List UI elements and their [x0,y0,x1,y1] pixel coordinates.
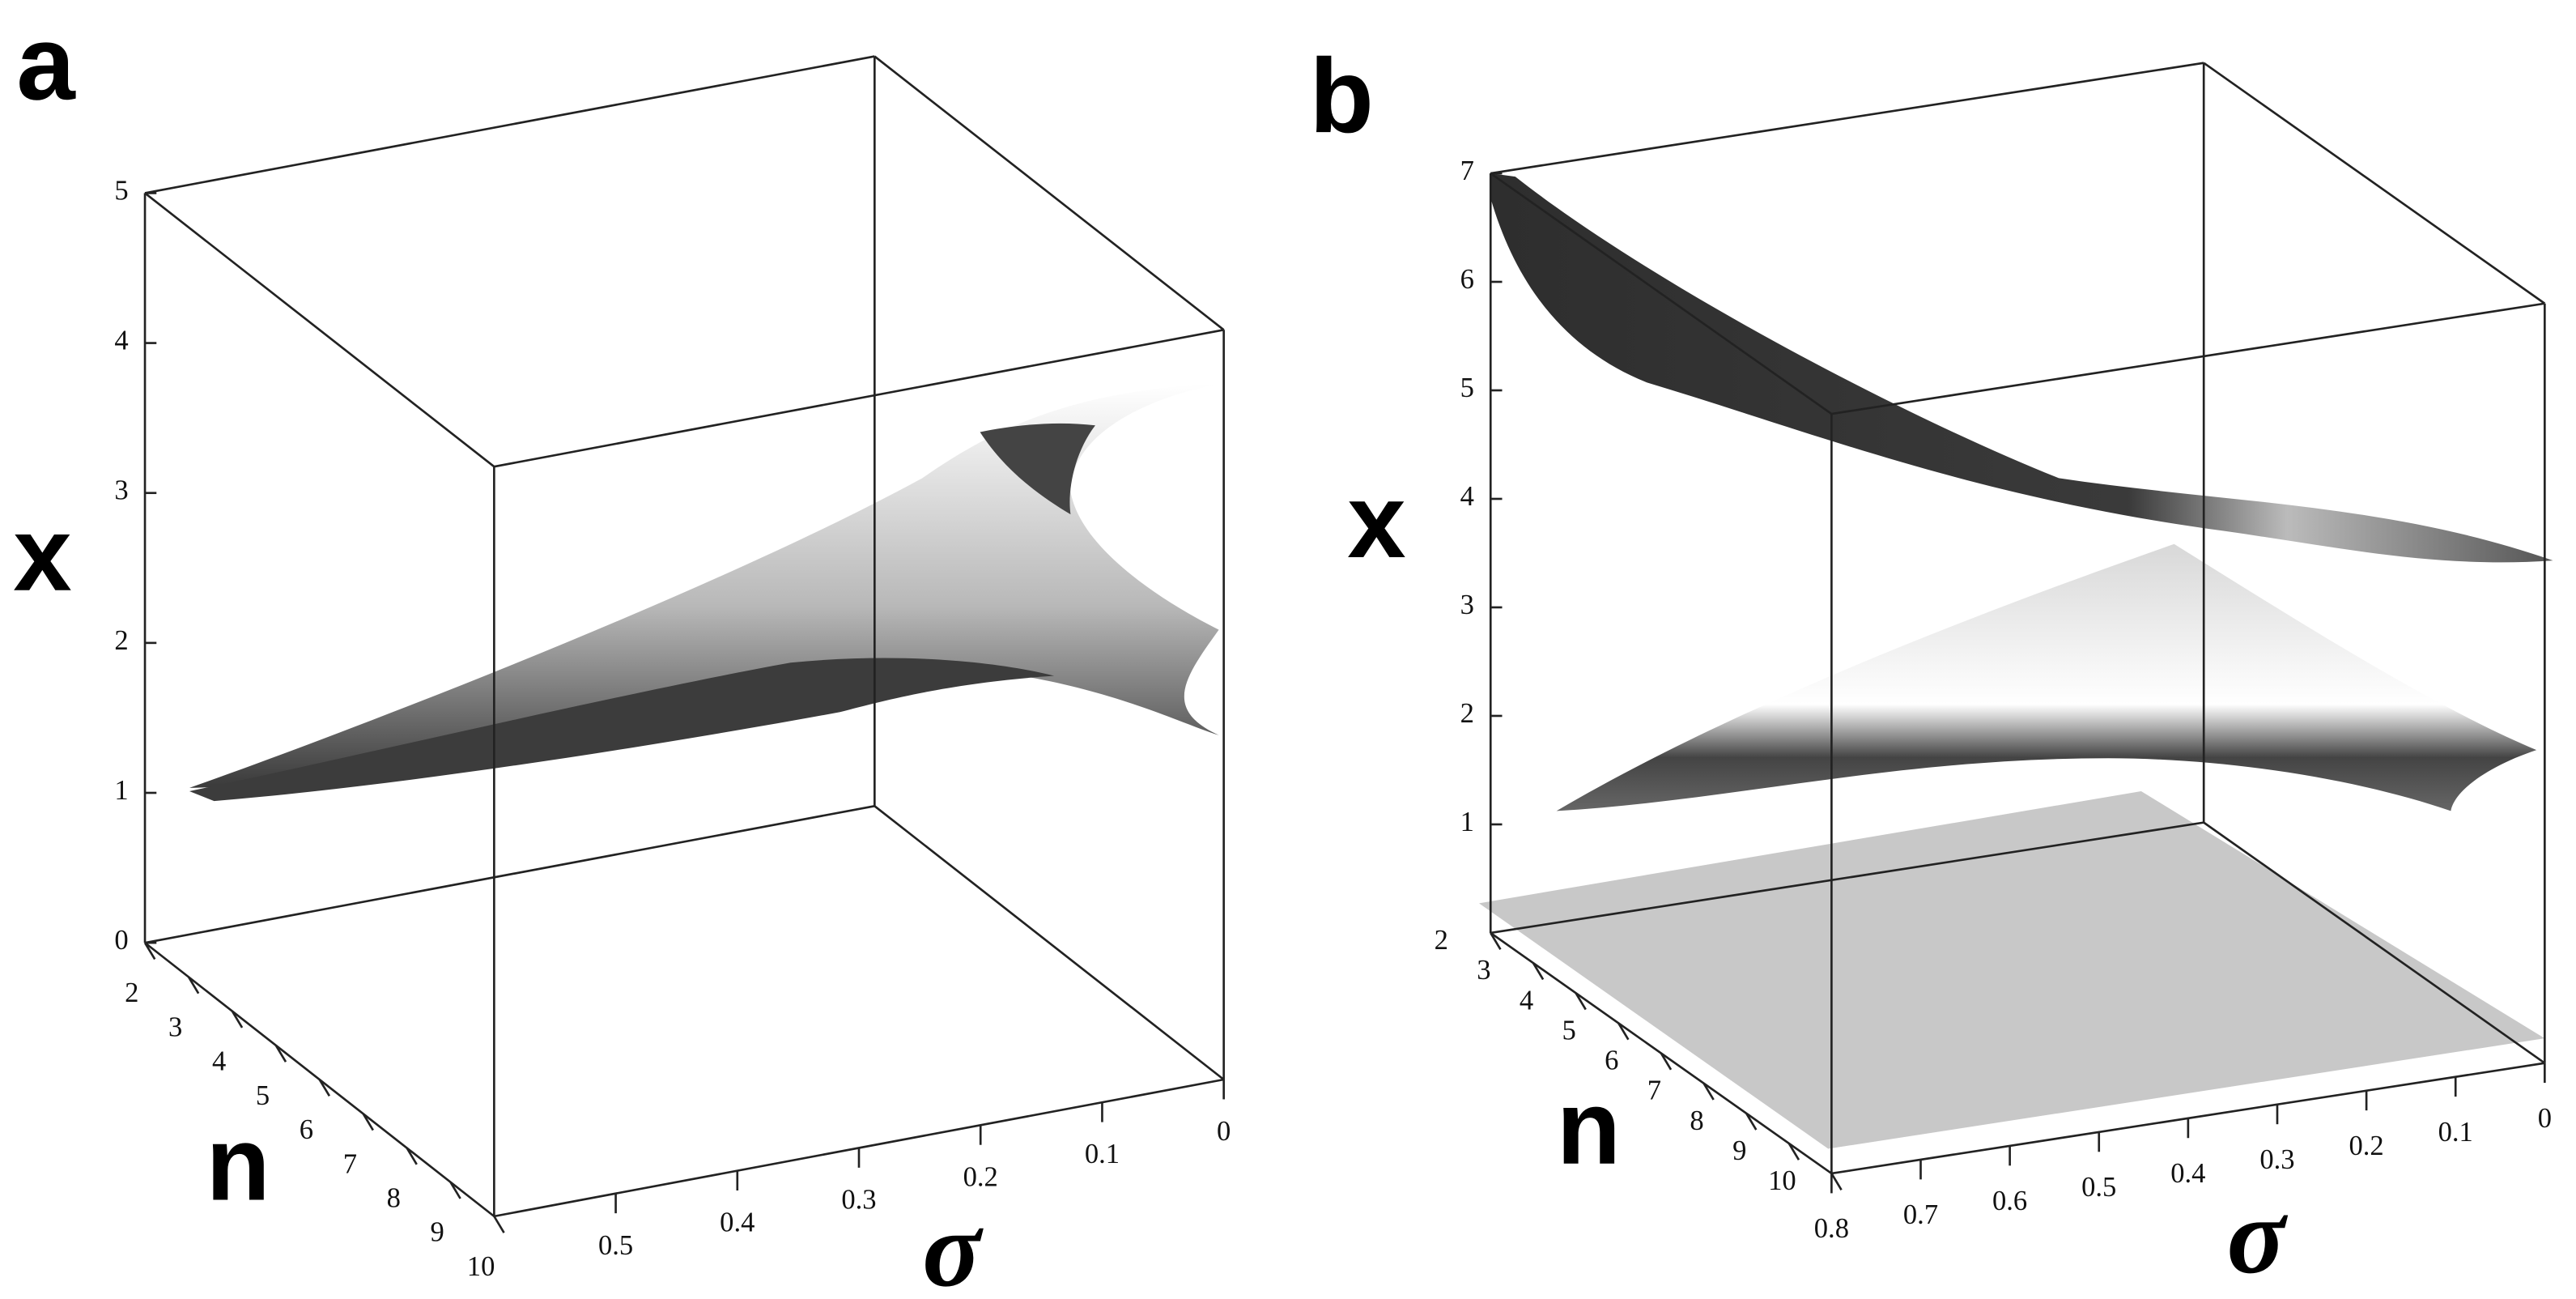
sigma-tick-label: 0.5 [2081,1172,2116,1203]
n-tick-label: 6 [300,1114,313,1145]
box-edge [2203,821,2546,1064]
box-edge [144,192,495,468]
n-tick [1617,1022,1630,1041]
surface [189,384,1219,788]
n-tick-label: 10 [467,1251,495,1282]
n-tick [231,1010,244,1029]
n-tick-label: 7 [343,1148,357,1179]
z-tick-label: 5 [1460,373,1474,403]
z-axis-title: x [13,495,71,613]
z-tick-label: 4 [1460,481,1474,512]
z-tick-label: 0 [114,925,128,956]
box-edge [2203,62,2546,305]
z-tick-label: 3 [114,475,128,506]
box-edge [144,804,875,944]
n-tick-label: 9 [431,1217,444,1248]
n-tick [406,1147,418,1165]
n-axis-title: n [206,1105,270,1223]
sigma-tick-label: 0.3 [841,1185,876,1216]
plane [1479,790,2545,1149]
sigma-axis-title: σ [2227,1176,2289,1297]
surface-underside [189,658,1055,802]
panel-label: a [16,3,76,121]
z-tick-label: 3 [1460,590,1474,620]
n-tick-label: 4 [1520,985,1533,1016]
surface-fold [980,423,1095,515]
n-tick [1575,992,1587,1011]
n-tick-label: 10 [1768,1165,1796,1196]
sigma-tick-label: 0.5 [598,1230,633,1261]
sigma-tick-label: 0.1 [1085,1139,1120,1169]
z-axis-title: x [1347,462,1405,580]
n-tick-label: 5 [1562,1015,1575,1046]
box-edge [144,55,875,194]
z-tick-label: 1 [114,775,128,806]
n-tick [143,942,156,960]
n-tick [318,1079,331,1097]
panel-label: b [1309,36,1374,155]
sigma-tick-label: 0.7 [1903,1199,1938,1230]
sigma-tick-label: 0.4 [2170,1158,2205,1189]
n-tick [1787,1143,1800,1161]
z-tick-label: 6 [1460,264,1474,295]
box-edge [144,942,495,1217]
n-tick-label: 2 [1435,925,1448,956]
panel-b: b x n σ 1234567234567891000.10.20.30.40.… [1309,36,2553,1297]
surface-top [1490,173,2553,563]
box-edge [494,329,1224,468]
n-tick [362,1113,374,1131]
sigma-tick-label: 0 [1217,1116,1231,1147]
z-tick-label: 7 [1460,155,1474,186]
n-tick [1745,1113,1758,1131]
sigma-tick-label: 0.8 [1814,1213,1849,1244]
n-tick-label: 9 [1732,1135,1746,1166]
sigma-tick-label: 0.1 [2438,1117,2473,1148]
box-edge [1490,172,1833,415]
n-tick [274,1045,287,1063]
n-tick [1660,1052,1673,1071]
sigma-tick-label: 0.2 [2349,1131,2383,1161]
z-tick-label: 5 [114,175,128,206]
n-tick-label: 5 [256,1080,270,1111]
sigma-axis-title: σ [922,1189,984,1299]
n-tick-label: 6 [1605,1046,1618,1076]
n-tick [1490,932,1502,950]
z-tick-label: 2 [114,625,128,656]
n-tick [187,976,200,994]
z-tick-label: 2 [1460,698,1474,729]
n-tick-label: 8 [1690,1105,1703,1136]
box-edge [1831,302,2545,415]
box-edge [874,55,1225,331]
n-tick-label: 8 [387,1182,401,1213]
surface-middle [1556,543,2537,811]
n-tick [1830,1173,1843,1191]
sigma-tick-label: 0.2 [963,1161,998,1192]
n-tick [449,1181,461,1199]
sigma-tick-label: 0.3 [2259,1144,2294,1175]
sigma-tick-label: 0 [2538,1103,2552,1134]
z-tick-label: 1 [1460,807,1474,837]
box-edge [1490,821,2204,935]
z-tick-label: 4 [114,326,128,356]
n-tick [493,1216,505,1233]
n-tick-label: 7 [1647,1075,1661,1106]
n-axis-title: n [1557,1068,1622,1186]
n-tick [1702,1082,1715,1101]
box-edge [1490,62,2204,175]
n-tick-label: 2 [125,977,138,1008]
n-tick-label: 3 [1477,955,1490,986]
box-edge [874,805,1225,1081]
sigma-tick-label: 0.6 [1992,1186,2027,1216]
n-tick-label: 3 [168,1012,182,1042]
n-tick [1532,962,1545,981]
n-tick-label: 4 [212,1046,226,1077]
sigma-tick-label: 0.4 [720,1207,755,1238]
